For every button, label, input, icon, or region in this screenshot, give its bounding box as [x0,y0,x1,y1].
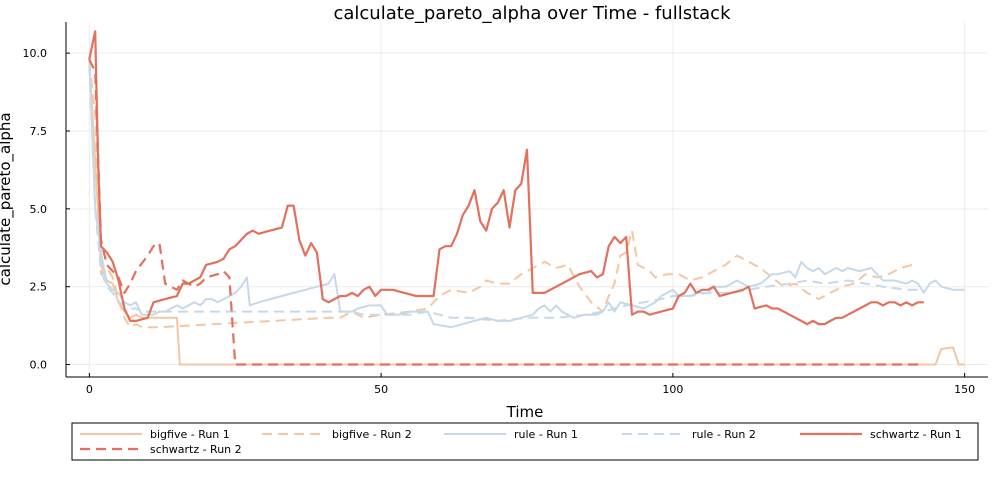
legend: bigfive - Run 1 bigfive - Run 2 rule - Run… [71,422,979,461]
series-line-schwartz-run-1 [88,30,924,326]
legend-label-rule-run-2: rule - Run 2 [692,428,756,441]
y-axis-label: calculate_pareto_alpha [0,112,15,285]
x-tick-label: 100 [662,383,683,396]
x-tick-label: 0 [86,383,93,396]
axes-layer: 0 50 100 150 0.0 2.5 5.0 7.5 10.0 [23,22,988,396]
legend-label-bigfive-run-1: bigfive - Run 1 [150,428,230,441]
legend-box [71,422,979,461]
chart-title: calculate_pareto_alpha over Time - fulls… [333,3,731,24]
y-tick-label: 5.0 [30,203,48,216]
series-line-bigfive-run-2 [88,62,913,329]
legend-label-schwartz-run-1: schwartz - Run 1 [870,428,962,441]
y-tick-label: 2.5 [30,281,48,294]
legend-label-rule-run-1: rule - Run 1 [514,428,578,441]
series-layer [88,30,965,366]
x-axis-label: Time [506,403,544,421]
legend-label-bigfive-run-2: bigfive - Run 2 [332,428,412,441]
x-tick-label: 150 [954,383,975,396]
series-line-rule-run-2 [88,65,924,322]
series-line-schwartz-run-2 [88,58,924,366]
x-tick-label: 50 [374,383,388,396]
y-tick-label: 7.5 [30,125,48,138]
legend-label-schwartz-run-2: schwartz - Run 2 [150,443,242,456]
series-line-rule-run-1 [88,59,965,329]
y-tick-label: 10.0 [23,47,48,60]
y-tick-label: 0.0 [30,359,48,372]
